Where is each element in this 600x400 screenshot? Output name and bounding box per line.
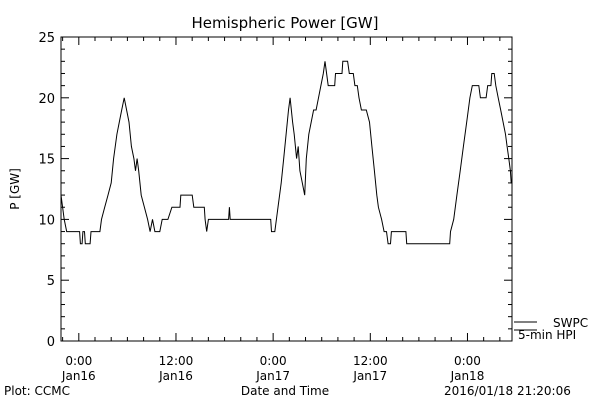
footer-timestamp: 2016/01/18 21:20:06 [444, 384, 571, 398]
x-tick-date-label: Jan17 [352, 369, 387, 383]
y-axis-ticks: 0 5 10 15 20 25 [38, 31, 512, 350]
x-axis-label: Date and Time [241, 384, 329, 398]
chart-title: Hemispheric Power [GW] [192, 14, 379, 32]
legend: SWPC 5-min HPI [514, 316, 588, 342]
y-tick-label: 10 [38, 213, 55, 228]
x-tick-time-label: 0:00 [454, 354, 481, 368]
legend-label-swpc: SWPC [553, 316, 588, 330]
x-tick-date-label: Jan16 [158, 369, 193, 383]
y-tick-label: 0 [47, 335, 55, 350]
x-tick-time-label: 0:00 [260, 354, 287, 368]
y-tick-label: 20 [38, 92, 55, 107]
plot-frame [60, 36, 513, 342]
x-tick-time-label: 12:00 [159, 354, 194, 368]
y-axis-label: P [GW] [8, 168, 22, 210]
x-tick-time-label: 12:00 [353, 354, 388, 368]
legend-label-hpi: 5-min HPI [518, 328, 576, 342]
x-tick-date-label: Jan17 [255, 369, 290, 383]
y-tick-label: 25 [38, 31, 55, 46]
x-tick-time-label: 0:00 [65, 354, 92, 368]
x-axis-ticks: 0:00Jan1612:00Jan160:00Jan1712:00Jan170:… [61, 37, 501, 383]
series-line-hpi [60, 60, 512, 245]
x-tick-date-label: Jan18 [450, 369, 485, 383]
footer-credit: Plot: CCMC [4, 384, 70, 398]
x-tick-date-label: Jan16 [61, 369, 96, 383]
y-tick-label: 5 [47, 274, 55, 289]
y-tick-label: 15 [38, 153, 55, 168]
